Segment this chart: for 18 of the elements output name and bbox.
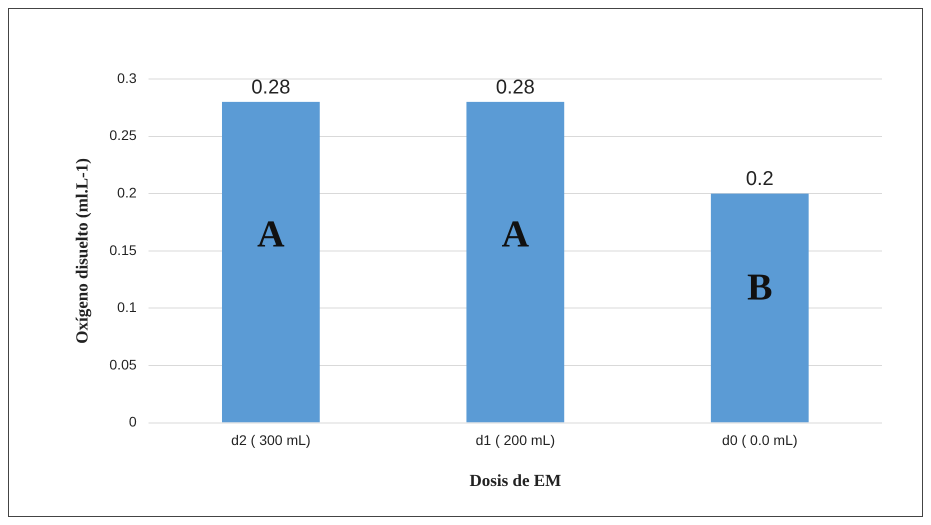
y-tick-label: 0.1 [117,299,137,316]
y-tick-label: 0.15 [109,242,137,258]
data-label: 0.28 [251,76,290,98]
y-tick-label: 0.3 [117,70,137,86]
y-tick-label: 0.05 [109,356,137,372]
y-tick-label: 0 [128,414,137,430]
annotation: B [747,266,772,309]
y-tick-label: 0.2 [117,184,137,200]
annotation: A [257,214,286,256]
annotation: A [502,214,530,256]
x-tick-label: d0 ( 0.0 mL) [722,432,798,448]
x-axis-title: Dosis de EM [470,471,562,490]
y-tick-label: 0.25 [109,127,137,144]
x-tick-label: d1 ( 200 mL) [476,432,556,448]
data-label: 0.28 [496,76,535,98]
data-label: 0.2 [746,168,774,190]
x-tick-label: d2 ( 300 mL) [231,432,311,448]
y-axis-title: Oxígeno disuelto (ml.L-1) [72,158,92,344]
